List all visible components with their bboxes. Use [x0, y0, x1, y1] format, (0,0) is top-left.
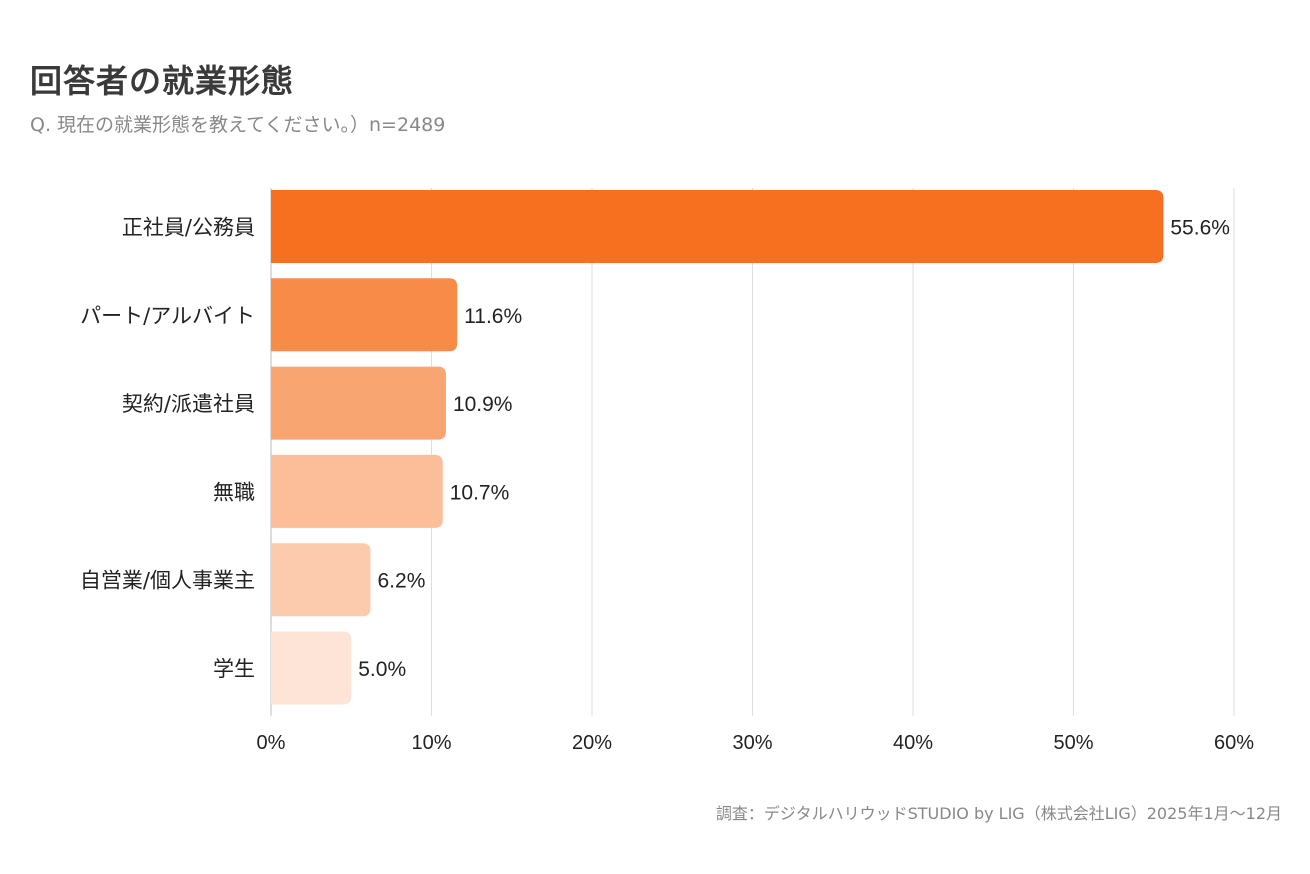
x-tick-label: 50% — [1053, 732, 1093, 754]
bar — [271, 631, 352, 705]
category-label: 契約/派遣社員 — [122, 392, 255, 416]
source-note: 調査：デジタルハリウッドSTUDIO by LIG（株式会社LIG）2025年1… — [715, 804, 1282, 823]
x-tick-label: 60% — [1214, 732, 1254, 754]
data-label: 55.6% — [1170, 217, 1230, 240]
category-label: 自営業/個人事業主 — [80, 569, 255, 593]
data-label: 10.9% — [453, 393, 513, 416]
chart-subtitle: Q. 現在の就業形態を教えてください。）n=2489 — [30, 114, 446, 136]
data-label: 10.7% — [450, 481, 510, 504]
data-label: 5.0% — [358, 658, 406, 681]
category-label: 学生 — [213, 657, 255, 681]
x-tick-label: 0% — [257, 732, 286, 754]
x-tick-label: 10% — [411, 732, 451, 754]
category-label: 正社員/公務員 — [122, 216, 255, 240]
category-label: パート/アルバイト — [80, 304, 255, 328]
chart-title: 回答者の就業形態 — [30, 62, 295, 100]
bar — [271, 278, 458, 352]
bar — [271, 190, 1164, 263]
data-label: 6.2% — [378, 570, 426, 593]
data-label: 11.6% — [464, 305, 522, 328]
x-tick-label: 30% — [732, 732, 772, 754]
bar — [271, 366, 446, 440]
category-label: 無職 — [213, 480, 255, 504]
bar — [271, 543, 371, 617]
x-tick-label: 40% — [893, 732, 933, 754]
bar — [271, 454, 443, 528]
x-tick-label: 20% — [572, 732, 612, 754]
